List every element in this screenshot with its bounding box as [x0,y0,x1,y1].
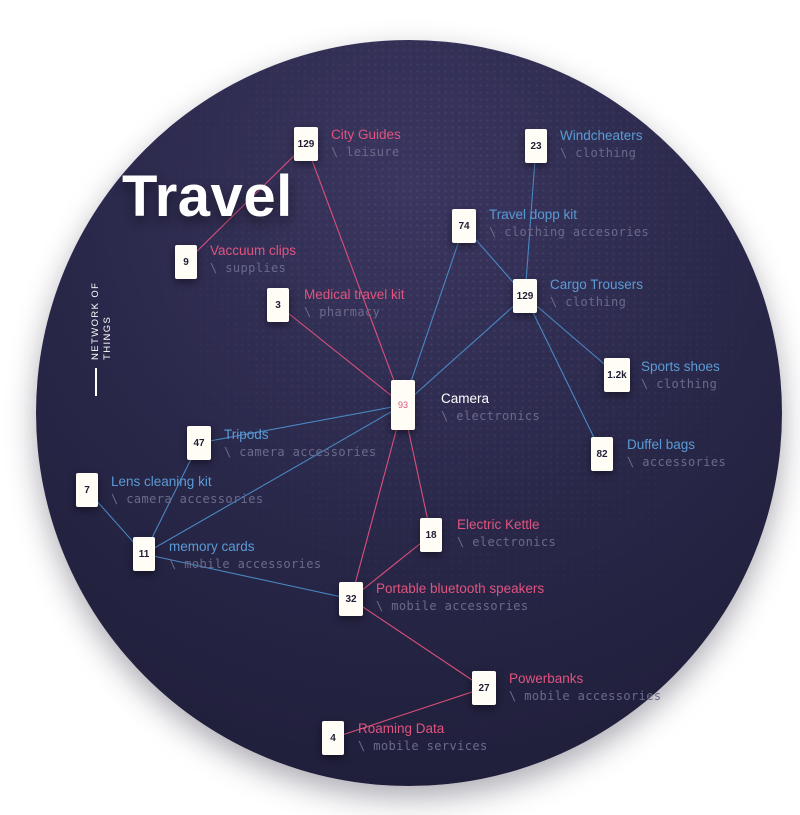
node-label-cargo-trousers[interactable]: Cargo Trousers \ clothing [550,276,643,311]
edge-windcheaters-to-cargo-trousers [524,145,537,297]
node-name: Camera [441,391,490,406]
node-label-duffel-bags[interactable]: Duffel bags \ accessories [627,436,726,471]
node-count-duffel-bags[interactable]: 82 [591,437,613,471]
node-count-portable-bluetooth-speakers[interactable]: 32 [339,582,363,616]
node-category: \ clothing [550,295,627,309]
edge-tripods-to-memory-cards [143,442,200,555]
edge-electric-kettle-to-portable-bluetooth-speakers [350,534,432,600]
edge-camera-to-city-guides [305,143,404,406]
node-category: \ clothing accesories [489,225,650,239]
node-label-memory-cards[interactable]: memory cards \ mobile accessories [169,538,322,573]
edge-portable-bluetooth-speakers-to-powerbanks [350,598,485,689]
node-label-electric-kettle[interactable]: Electric Kettle \ electronics [457,516,556,551]
node-count-powerbanks[interactable]: 27 [472,671,496,705]
side-rule [95,368,97,396]
node-category: \ accessories [627,455,727,469]
edge-camera-to-tripods [198,404,404,444]
network-of-things-label: NETWORK OF THINGS [90,281,113,360]
node-label-vaccuum-clips[interactable]: Vaccuum clips \ supplies [210,242,296,277]
node-category: \ camera accessories [224,445,377,459]
node-category: \ supplies [210,261,287,275]
node-category: \ electronics [457,535,557,549]
node-category: \ mobile services [358,739,488,753]
node-name: Duffel bags [627,437,696,452]
node-name: Roaming Data [358,721,445,736]
node-label-roaming-data[interactable]: Roaming Data \ mobile services [358,720,488,755]
edge-camera-to-cargo-trousers [402,295,526,406]
node-name: memory cards [169,539,255,554]
node-name: Tripods [224,427,269,442]
node-category: \ mobile accessories [509,689,662,703]
node-category: \ leisure [331,145,400,159]
node-category: \ clothing [560,146,637,160]
edge-camera-to-medical-travel-kit [277,304,404,406]
node-label-travel-dopp-kit[interactable]: Travel dopp kit \ clothing accesories [489,206,649,241]
node-count-electric-kettle[interactable]: 18 [420,518,442,552]
edge-camera-to-memory-cards [143,404,404,555]
node-name: Sports shoes [641,359,720,374]
node-category: \ camera accessories [111,492,264,506]
node-category: \ mobile accessories [169,557,322,571]
edge-camera-to-travel-dopp-kit [402,225,465,406]
node-count-city-guides[interactable]: 129 [294,127,318,161]
node-count-lens-cleaning-kit[interactable]: 7 [76,473,98,507]
node-category: \ electronics [441,409,541,423]
node-count-windcheaters[interactable]: 23 [525,129,547,163]
node-label-lens-cleaning-kit[interactable]: Lens cleaning kit \ camera accessories [111,473,264,508]
node-name: Portable bluetooth speakers [376,581,545,596]
node-label-sports-shoes[interactable]: Sports shoes \ clothing [641,358,720,393]
node-label-windcheaters[interactable]: Windcheaters \ clothing [560,127,643,162]
edge-camera-to-portable-bluetooth-speakers [350,404,404,600]
node-label-powerbanks[interactable]: Powerbanks \ mobile accessories [509,670,662,705]
side-label: NETWORK OF THINGS [82,270,113,400]
node-name: Powerbanks [509,671,584,686]
node-count-travel-dopp-kit[interactable]: 74 [452,209,476,243]
node-count-sports-shoes[interactable]: 1.2k [604,358,630,392]
node-count-cargo-trousers[interactable]: 129 [513,279,537,313]
edge-memory-cards-to-portable-bluetooth-speakers [143,553,352,600]
node-label-city-guides[interactable]: City Guides \ leisure [331,126,401,161]
node-name: Vaccuum clips [210,243,297,258]
node-category: \ mobile accessories [376,599,529,613]
edge-powerbanks-to-roaming-data [332,687,485,739]
edge-cargo-trousers-to-sports-shoes [524,295,618,376]
node-label-medical-travel-kit[interactable]: Medical travel kit \ pharmacy [304,286,405,321]
node-count-medical-travel-kit[interactable]: 3 [267,288,289,322]
edge-cargo-trousers-to-duffel-bags [524,295,603,455]
node-count-vaccuum-clips[interactable]: 9 [175,245,197,279]
node-name: City Guides [331,127,401,142]
node-count-tripods[interactable]: 47 [187,426,211,460]
node-name: Electric Kettle [457,517,540,532]
node-name: Windcheaters [560,128,643,143]
node-label-tripods[interactable]: Tripods \ camera accessories [224,426,377,461]
node-category: \ pharmacy [304,305,381,319]
node-label-camera[interactable]: Camera \ electronics [441,390,540,425]
node-label-portable-bluetooth-speakers[interactable]: Portable bluetooth speakers \ mobile acce… [376,580,544,615]
node-name: Medical travel kit [304,287,405,302]
node-name: Travel dopp kit [489,207,578,222]
node-count-roaming-data[interactable]: 4 [322,721,344,755]
node-name: Lens cleaning kit [111,474,212,489]
node-count-memory-cards[interactable]: 11 [133,537,155,571]
node-count-camera[interactable]: 93 [391,380,415,430]
edge-city-guides-to-vaccuum-clips [185,143,307,263]
node-name: Cargo Trousers [550,277,644,292]
page-title: Travel [122,164,293,229]
node-category: \ clothing [641,377,718,391]
